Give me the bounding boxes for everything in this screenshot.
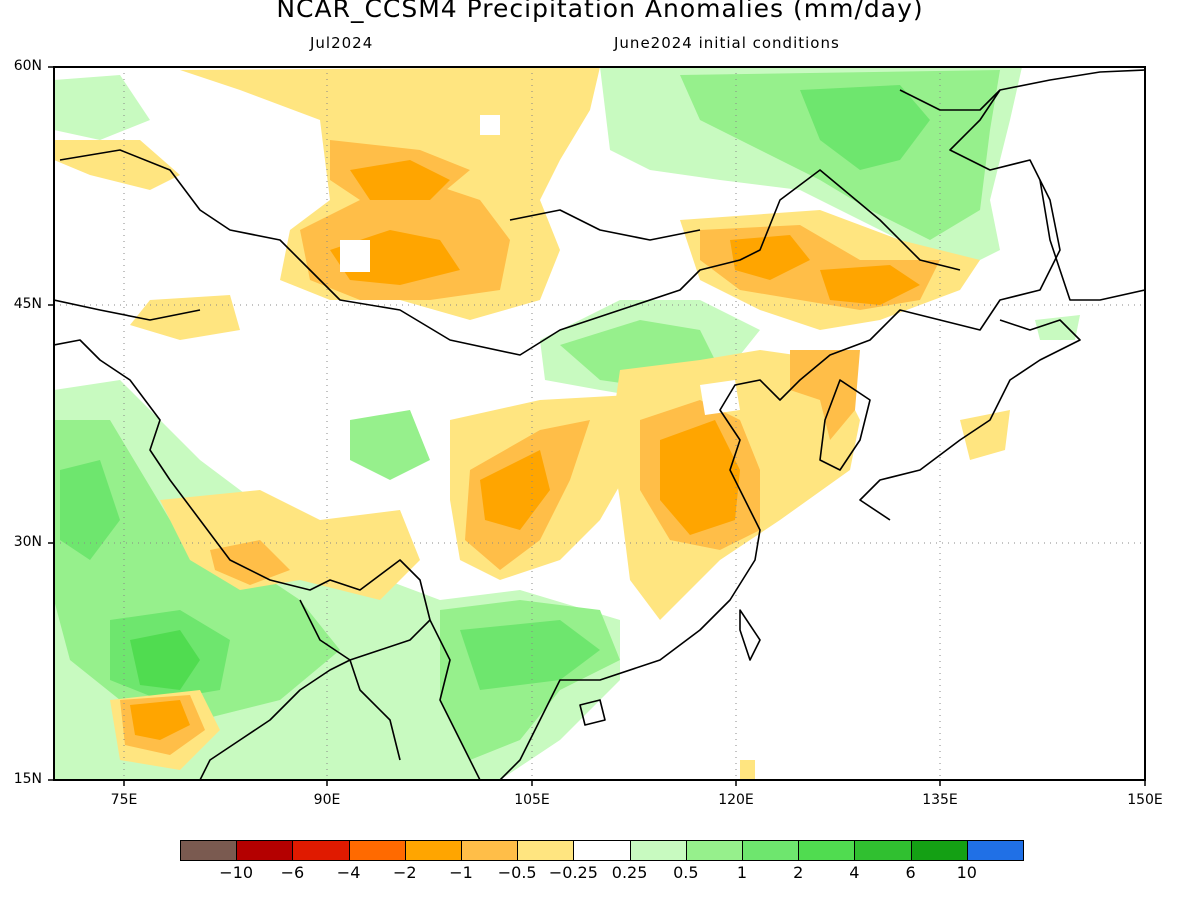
lon-label-75e: 75E <box>110 792 138 808</box>
colorbar-swatch <box>966 840 1024 861</box>
colorbar-swatch <box>348 840 406 861</box>
graticule <box>54 67 1145 780</box>
colorbar-label: −6 <box>280 863 305 882</box>
colorbar-swatch <box>573 840 631 861</box>
lon-label-150e: 150E <box>1127 792 1163 808</box>
lat-label-45n: 45N <box>13 296 42 312</box>
colorbar-swatch <box>292 840 350 861</box>
colorbar-swatch <box>798 840 856 861</box>
lon-label-105e: 105E <box>514 792 550 808</box>
map-frame <box>53 66 1146 781</box>
colorbar-swatch <box>180 840 238 861</box>
colorbar-swatch <box>910 840 968 861</box>
colorbar-label: 0.25 <box>611 863 648 882</box>
colorbar-label: 4 <box>849 863 860 882</box>
colorbar-label: −4 <box>336 863 361 882</box>
colorbar-label: 6 <box>905 863 916 882</box>
colorbar-label: −0.5 <box>497 863 537 882</box>
colorbar-label: −1 <box>449 863 473 882</box>
lat-label-15n: 15N <box>13 771 42 787</box>
anomaly-field <box>54 67 1080 780</box>
colorbar-swatch <box>236 840 294 861</box>
colorbar-swatch <box>517 840 575 861</box>
colorbar-label: 10 <box>956 863 977 882</box>
lon-label-135e: 135E <box>922 792 958 808</box>
colorbar-label: 1 <box>736 863 748 882</box>
forecast-month: Jul2024 <box>310 34 374 52</box>
colorbar-swatch <box>461 840 519 861</box>
lat-label-30n: 30N <box>13 534 42 550</box>
colorbar-label: 2 <box>793 863 804 882</box>
colorbar-swatch <box>685 840 743 861</box>
colorbar-label: 0.5 <box>673 863 699 882</box>
initial-conditions: June2024 initial conditions <box>614 34 840 52</box>
coastlines-borders <box>54 69 1145 780</box>
colorbar-swatch <box>404 840 462 861</box>
colorbar-swatch <box>742 840 800 861</box>
colorbar-label: −2 <box>393 863 417 882</box>
map-title: NCAR_CCSM4 Precipitation Anomalies (mm/d… <box>276 0 924 23</box>
colorbar-label: −0.25 <box>548 863 598 882</box>
lat-label-60n: 60N <box>13 58 42 74</box>
colorbar-swatch <box>854 840 912 861</box>
colorbar-label: −10 <box>219 863 254 882</box>
lon-label-90e: 90E <box>313 792 341 808</box>
lon-label-120e: 120E <box>718 792 754 808</box>
colorbar-swatch <box>629 840 687 861</box>
